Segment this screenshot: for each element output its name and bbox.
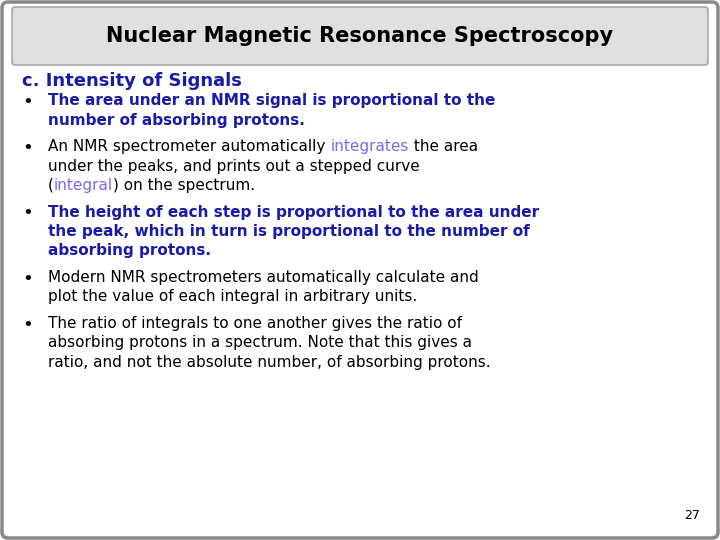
Text: •: •	[22, 205, 32, 222]
Text: •: •	[22, 316, 32, 334]
Text: The height of each step is proportional to the area under: The height of each step is proportional …	[48, 205, 539, 219]
Text: under the peaks, and prints out a stepped curve: under the peaks, and prints out a steppe…	[48, 159, 420, 173]
Text: plot the value of each integral in arbitrary units.: plot the value of each integral in arbit…	[48, 289, 418, 305]
Text: integral: integral	[54, 178, 113, 193]
Text: ) on the spectrum.: ) on the spectrum.	[113, 178, 255, 193]
Text: the area: the area	[409, 139, 478, 154]
Text: integrates: integrates	[330, 139, 409, 154]
Text: ratio, and not the absolute number, of absorbing protons.: ratio, and not the absolute number, of a…	[48, 355, 490, 370]
Text: Modern NMR spectrometers automatically calculate and: Modern NMR spectrometers automatically c…	[48, 270, 479, 285]
Text: The ratio of integrals to one another gives the ratio of: The ratio of integrals to one another gi…	[48, 316, 462, 331]
Text: 27: 27	[684, 509, 700, 522]
Text: •: •	[22, 270, 32, 288]
Text: absorbing protons.: absorbing protons.	[48, 244, 211, 259]
Text: absorbing protons in a spectrum. Note that this gives a: absorbing protons in a spectrum. Note th…	[48, 335, 472, 350]
Text: number of absorbing protons.: number of absorbing protons.	[48, 112, 305, 127]
Text: •: •	[22, 139, 32, 157]
Text: The area under an NMR signal is proportional to the: The area under an NMR signal is proporti…	[48, 93, 495, 108]
Text: c. Intensity of Signals: c. Intensity of Signals	[22, 72, 242, 90]
Text: An NMR spectrometer automatically: An NMR spectrometer automatically	[48, 139, 330, 154]
Text: the peak, which in turn is proportional to the number of: the peak, which in turn is proportional …	[48, 224, 530, 239]
FancyBboxPatch shape	[12, 7, 708, 65]
Text: (: (	[48, 178, 54, 193]
Text: •: •	[22, 93, 32, 111]
Text: Nuclear Magnetic Resonance Spectroscopy: Nuclear Magnetic Resonance Spectroscopy	[107, 26, 613, 46]
